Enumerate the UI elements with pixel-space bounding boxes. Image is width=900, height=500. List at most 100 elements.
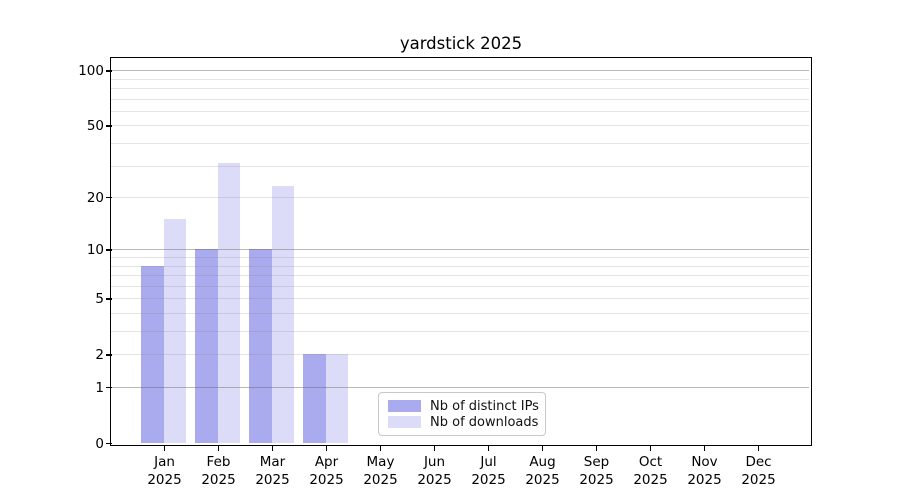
x-tick-label-jun: Jun 2025: [407, 453, 463, 489]
x-tick-label-jan: Jan 2025: [137, 453, 193, 489]
y-tick: [106, 354, 112, 356]
x-tick: [271, 445, 274, 451]
bar-downloads-feb: [217, 163, 241, 444]
y-tick: [106, 443, 112, 445]
x-tick: [217, 445, 220, 451]
y-tick: [106, 249, 112, 251]
x-tick-label-sep: Sep 2025: [569, 453, 625, 489]
year-label: 2025: [633, 472, 668, 488]
y-gridline-minor: [111, 298, 810, 300]
legend-swatch-distinct-ips: [388, 400, 421, 412]
y-tick: [106, 298, 112, 300]
y-gridline-minor: [111, 165, 810, 167]
month-label: Jul: [480, 454, 497, 470]
y-tick-label: 100: [78, 62, 104, 79]
x-tick: [703, 445, 706, 451]
y-tick: [106, 197, 112, 199]
month-label: Aug: [529, 454, 556, 470]
y-gridline-minor: [111, 257, 810, 259]
year-label: 2025: [147, 472, 182, 488]
month-label: Jun: [423, 454, 446, 470]
month-label: Sep: [583, 454, 610, 470]
x-tick: [487, 445, 490, 451]
x-tick: [433, 445, 436, 451]
year-label: 2025: [255, 472, 290, 488]
y-gridline-minor: [111, 88, 810, 90]
y-tick-label: 0: [95, 435, 104, 452]
y-tick-label: 5: [95, 291, 104, 308]
month-label: May: [366, 454, 395, 470]
year-label: 2025: [309, 472, 344, 488]
x-tick-label-feb: Feb 2025: [191, 453, 247, 489]
y-gridline-minor: [111, 197, 810, 199]
legend-label-downloads: Nb of downloads: [430, 414, 539, 430]
plot-area: [110, 57, 812, 446]
x-tick: [325, 445, 328, 451]
y-tick-label: 2: [95, 347, 104, 364]
y-tick: [106, 125, 112, 127]
x-tick-label-dec: Dec 2025: [731, 453, 787, 489]
y-gridline-minor: [111, 265, 810, 267]
legend-entry-downloads: Nb of downloads: [388, 414, 539, 430]
year-label: 2025: [417, 472, 452, 488]
bar-distinct-ips-jan: [141, 265, 164, 444]
month-label: Nov: [691, 454, 718, 470]
legend-label-distinct-ips: Nb of distinct IPs: [430, 398, 539, 414]
x-tick: [541, 445, 544, 451]
x-tick-label-mar: Mar 2025: [245, 453, 301, 489]
year-label: 2025: [579, 472, 614, 488]
y-tick: [106, 387, 112, 389]
bar-distinct-ips-apr: [303, 354, 326, 444]
y-tick-label: 50: [86, 118, 104, 135]
month-label: Feb: [206, 454, 231, 470]
year-label: 2025: [525, 472, 560, 488]
x-tick-label-jul: Jul 2025: [461, 453, 517, 489]
y-tick-label: 20: [86, 189, 104, 206]
y-gridline-minor: [111, 111, 810, 113]
month-label: Apr: [314, 454, 339, 470]
year-label: 2025: [687, 472, 722, 488]
year-label: 2025: [471, 472, 506, 488]
y-gridline-major: [111, 249, 810, 251]
y-gridline-minor: [111, 313, 810, 315]
y-gridline-major: [111, 70, 810, 72]
x-tick: [757, 445, 760, 451]
bar-distinct-ips-mar: [249, 249, 272, 444]
legend: Nb of distinct IPs Nb of downloads: [378, 392, 546, 436]
y-gridline-minor: [111, 125, 810, 127]
bar-downloads-apr: [325, 354, 349, 444]
x-tick: [595, 445, 598, 451]
month-label: Oct: [638, 454, 663, 470]
year-label: 2025: [201, 472, 236, 488]
y-gridline-major: [111, 387, 810, 389]
bar-distinct-ips-feb: [195, 249, 218, 444]
y-gridline-minor: [111, 331, 810, 333]
x-tick-label-may: May 2025: [353, 453, 409, 489]
month-label: Mar: [259, 454, 286, 470]
x-tick-label-apr: Apr 2025: [299, 453, 355, 489]
x-tick: [163, 445, 166, 451]
x-tick: [379, 445, 382, 451]
y-gridline-minor: [111, 275, 810, 277]
y-tick: [106, 70, 112, 72]
bar-downloads-jan: [163, 219, 187, 444]
year-label: 2025: [363, 472, 398, 488]
chart-title: yardstick 2025: [399, 34, 523, 53]
month-label: Jan: [154, 454, 175, 470]
legend-swatch-downloads: [388, 416, 421, 428]
bar-downloads-mar: [271, 186, 295, 444]
y-gridline-minor: [111, 285, 810, 287]
y-gridline-minor: [111, 98, 810, 100]
x-tick-label-aug: Aug 2025: [515, 453, 571, 489]
month-label: Dec: [745, 454, 772, 470]
y-tick-label: 1: [95, 379, 104, 396]
x-tick: [649, 445, 652, 451]
y-tick-label: 10: [86, 242, 104, 259]
x-tick-label-nov: Nov 2025: [677, 453, 733, 489]
year-label: 2025: [741, 472, 776, 488]
legend-entry-distinct-ips: Nb of distinct IPs: [388, 398, 539, 414]
y-gridline-minor: [111, 143, 810, 145]
y-gridline-minor: [111, 78, 810, 80]
y-gridline-minor: [111, 354, 810, 356]
